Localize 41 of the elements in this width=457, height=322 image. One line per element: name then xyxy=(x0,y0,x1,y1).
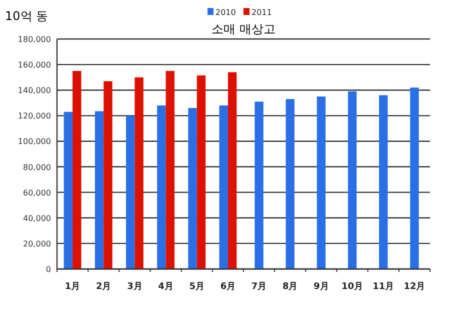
bar xyxy=(134,77,144,269)
x-tick-label: 6月 xyxy=(220,281,236,292)
legend-label: 2011 xyxy=(252,8,272,17)
y-axis-title: 10억 동 xyxy=(5,9,48,23)
x-tick-label: 1月 xyxy=(64,281,80,292)
x-tick-label: 7月 xyxy=(251,281,267,292)
bar xyxy=(166,70,174,269)
bar xyxy=(64,112,73,269)
x-tick-label: 2月 xyxy=(96,281,112,292)
x-tick-label: 5月 xyxy=(189,281,205,292)
y-tick-label: 120,000 xyxy=(18,112,51,121)
chart-title: 소매 매상고 xyxy=(212,22,276,36)
y-tick-label: 0 xyxy=(46,265,51,274)
y-tick-label: 160,000 xyxy=(18,60,51,70)
bar xyxy=(104,81,112,269)
bar xyxy=(410,88,419,269)
y-tick-label: 40,000 xyxy=(23,214,51,223)
y-tick-label: 100,000 xyxy=(18,137,51,146)
x-tick-label: 9月 xyxy=(314,281,329,292)
x-tick-label: 10月 xyxy=(342,281,364,292)
bar xyxy=(316,96,326,269)
x-tick-label: 12月 xyxy=(404,281,426,292)
bar xyxy=(379,95,388,269)
bar xyxy=(126,116,135,269)
legend-label: 2010 xyxy=(216,8,236,17)
y-tick-label: 140,000 xyxy=(18,86,51,96)
x-tick-label: 3月 xyxy=(127,281,142,292)
bar xyxy=(72,70,82,269)
x-tick-label: 4月 xyxy=(158,281,174,292)
x-tick-label: 11月 xyxy=(372,281,394,292)
bar xyxy=(286,99,294,269)
x-tick-label: 8月 xyxy=(282,281,298,292)
bar xyxy=(94,111,104,269)
bar xyxy=(196,75,206,269)
y-tick-label: 80,000 xyxy=(23,162,51,172)
bar xyxy=(348,91,357,269)
bar xyxy=(157,105,166,269)
y-tick-label: 20,000 xyxy=(23,239,51,248)
bar xyxy=(228,72,237,269)
y-tick-label: 60,000 xyxy=(23,188,51,198)
y-tick-label: 180,000 xyxy=(18,35,51,44)
